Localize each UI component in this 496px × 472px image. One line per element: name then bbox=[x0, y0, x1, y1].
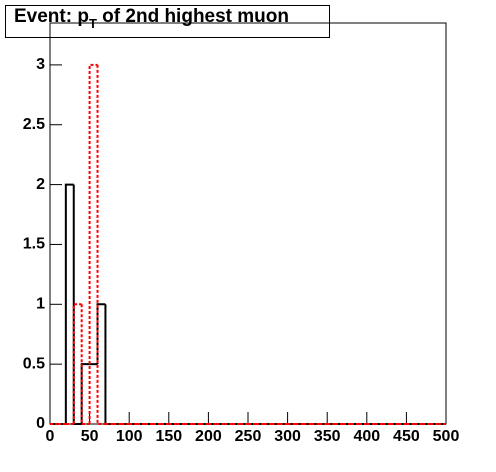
title-subscript: T bbox=[89, 16, 97, 31]
x-tick-label: 150 bbox=[155, 428, 182, 445]
histogram-bin bbox=[64, 183, 74, 424]
y-tick-label: 0.5 bbox=[23, 355, 45, 372]
histogram-bin bbox=[80, 363, 90, 424]
x-tick-label: 500 bbox=[433, 428, 460, 445]
x-tick-label: 100 bbox=[116, 428, 143, 445]
x-tick-label: 450 bbox=[393, 428, 420, 445]
title-text: of 2nd highest muon bbox=[97, 6, 289, 27]
x-tick-label: 300 bbox=[274, 428, 301, 445]
y-tick-label: 1.5 bbox=[23, 236, 45, 253]
y-tick-label: 2.5 bbox=[23, 116, 45, 133]
x-tick-label: 250 bbox=[235, 428, 262, 445]
x-tick-label: 0 bbox=[46, 428, 55, 445]
x-tick-label: 350 bbox=[314, 428, 341, 445]
title-box bbox=[5, 5, 330, 38]
y-tick-label: 1 bbox=[36, 296, 45, 313]
chart-title: Event: pT of 2nd highest muon bbox=[14, 6, 289, 31]
x-tick-label: 200 bbox=[195, 428, 222, 445]
histogram-bin bbox=[96, 303, 106, 365]
y-tick-label: 3 bbox=[36, 56, 45, 73]
x-tick-label: 400 bbox=[353, 428, 380, 445]
x-tick-label: 50 bbox=[81, 428, 99, 445]
y-tick-label: 2 bbox=[36, 176, 45, 193]
title-text: Event: p bbox=[14, 6, 89, 27]
y-tick-label: 0 bbox=[36, 415, 45, 432]
